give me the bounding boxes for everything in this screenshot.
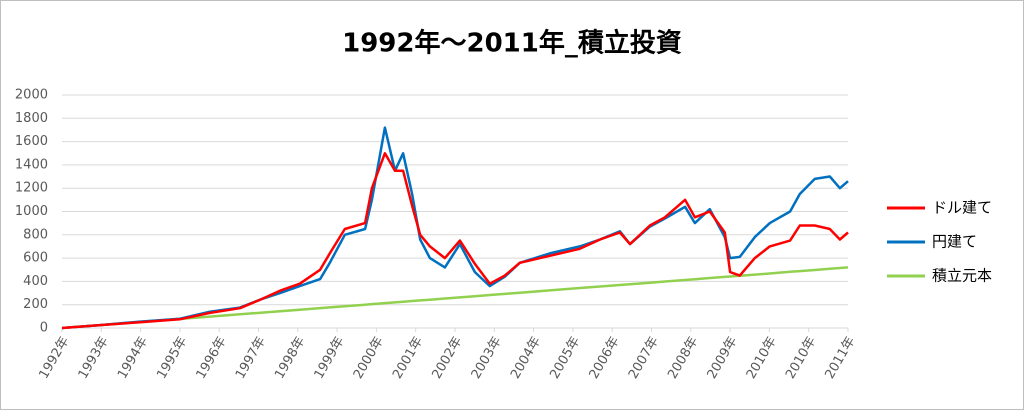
y-tick-label: 1800 — [15, 111, 48, 126]
y-tick-label: 2000 — [15, 88, 48, 103]
series-line — [61, 266, 849, 330]
y-tick-label: 1600 — [15, 134, 48, 149]
series-line — [61, 126, 849, 330]
y-tick-label: 1200 — [15, 181, 48, 196]
chart-title: 1992年～2011年_積立投資 — [342, 28, 682, 59]
y-tick-label: 200 — [23, 297, 48, 312]
legend-label: 積立元本 — [932, 267, 992, 285]
y-tick-label: 0 — [40, 321, 48, 336]
legend-label: 円建て — [932, 233, 977, 251]
y-tick-label: 400 — [23, 274, 48, 289]
y-tick-label: 800 — [23, 227, 48, 242]
y-tick-label: 600 — [23, 251, 48, 266]
series-line — [61, 152, 849, 330]
y-tick-label: 1400 — [15, 157, 48, 172]
legend-label: ドル建て — [932, 199, 992, 217]
y-tick-label: 1000 — [15, 204, 48, 219]
